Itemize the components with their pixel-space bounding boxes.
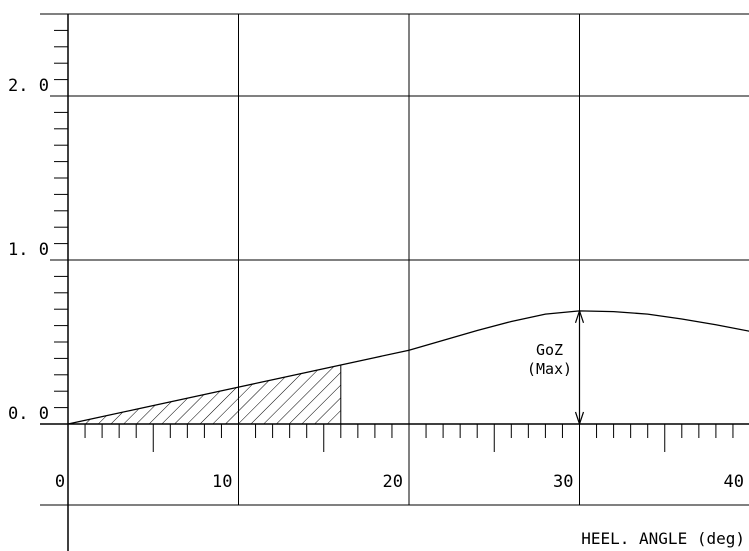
goz-max-label: (Max) <box>527 360 572 378</box>
x-tick-label-1: 10 <box>212 472 232 492</box>
axes <box>40 14 749 551</box>
x-axis-label: HEEL. ANGLE (deg) <box>581 529 745 548</box>
x-tick-label-0: 0 <box>55 472 65 492</box>
x-tick-label-2: 20 <box>383 472 403 492</box>
annotations: GoZ (Max) <box>527 311 584 424</box>
x-tick-label-4: 40 <box>724 472 744 492</box>
y-tick-label-0: 0. 0 <box>8 404 49 424</box>
y-tick-labels: 0. 0 1. 0 2. 0 <box>8 76 49 424</box>
y-tick-label-2: 2. 0 <box>8 76 49 96</box>
grid-lines <box>40 14 749 505</box>
y-tick-label-1: 1. 0 <box>8 240 49 260</box>
x-tick-label-3: 30 <box>553 472 573 492</box>
goz-label: GoZ <box>536 341 563 359</box>
x-tick-labels: 0 10 20 30 40 <box>55 472 744 492</box>
